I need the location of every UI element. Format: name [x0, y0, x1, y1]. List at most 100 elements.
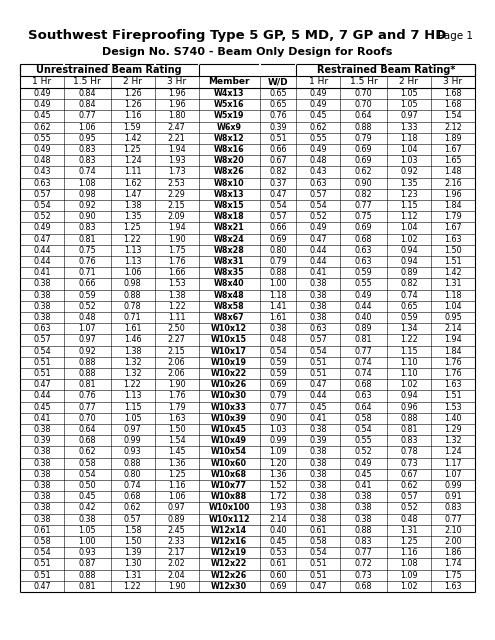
Text: 1.02: 1.02: [400, 235, 418, 244]
Text: 0.52: 0.52: [355, 447, 373, 456]
Text: 1.25: 1.25: [124, 145, 142, 154]
Text: 0.43: 0.43: [33, 168, 51, 177]
Text: 2.10: 2.10: [444, 526, 462, 535]
Text: 0.66: 0.66: [269, 223, 287, 232]
Text: W12x14: W12x14: [211, 526, 247, 535]
Text: 0.41: 0.41: [33, 414, 51, 423]
Text: Design No. S740 - Beam Only Design for Roofs: Design No. S740 - Beam Only Design for R…: [102, 47, 392, 57]
Text: 1.04: 1.04: [444, 302, 462, 311]
Text: 0.38: 0.38: [33, 492, 51, 501]
Text: 0.38: 0.38: [269, 324, 287, 333]
Text: 1.61: 1.61: [124, 324, 141, 333]
Text: 1.04: 1.04: [400, 223, 418, 232]
Text: 0.91: 0.91: [444, 492, 462, 501]
Text: W10x88: W10x88: [211, 492, 248, 501]
Text: 0.69: 0.69: [355, 156, 373, 165]
Text: 1.63: 1.63: [444, 235, 462, 244]
Text: 0.94: 0.94: [400, 257, 418, 266]
Text: 0.49: 0.49: [33, 145, 51, 154]
Text: 1.31: 1.31: [400, 526, 418, 535]
Text: 1 Hr: 1 Hr: [33, 77, 51, 86]
Text: 1.32: 1.32: [124, 369, 142, 378]
Text: 1.5 Hr: 1.5 Hr: [73, 77, 101, 86]
Text: 0.82: 0.82: [400, 280, 418, 289]
Text: 1.65: 1.65: [444, 156, 462, 165]
Text: 0.44: 0.44: [310, 246, 327, 255]
Text: W8x26: W8x26: [214, 168, 245, 177]
Text: 0.68: 0.68: [355, 235, 372, 244]
Text: 0.55: 0.55: [33, 134, 51, 143]
Text: 1.84: 1.84: [444, 347, 462, 356]
Text: 0.69: 0.69: [269, 380, 287, 389]
Text: 0.95: 0.95: [78, 134, 96, 143]
Text: 1.58: 1.58: [124, 526, 142, 535]
Text: 0.77: 0.77: [355, 347, 373, 356]
Text: 0.62: 0.62: [79, 447, 96, 456]
Text: 1.13: 1.13: [124, 257, 141, 266]
Text: W12x30: W12x30: [211, 582, 247, 591]
Text: 1.76: 1.76: [168, 257, 185, 266]
Text: 1.35: 1.35: [400, 179, 418, 188]
Text: 0.58: 0.58: [79, 459, 96, 468]
Text: 2.27: 2.27: [168, 335, 186, 344]
Text: 3 Hr: 3 Hr: [167, 77, 186, 86]
Text: 1.29: 1.29: [444, 425, 462, 434]
Text: 1.26: 1.26: [124, 100, 142, 109]
Text: 0.38: 0.38: [355, 492, 372, 501]
Text: 0.90: 0.90: [79, 212, 96, 221]
Text: 0.62: 0.62: [400, 481, 418, 490]
Text: W10x77: W10x77: [211, 481, 247, 490]
Text: 1.66: 1.66: [168, 268, 185, 277]
Text: 0.54: 0.54: [355, 425, 373, 434]
Text: 1.54: 1.54: [444, 111, 462, 120]
Text: 0.81: 0.81: [79, 235, 96, 244]
Text: W10x39: W10x39: [211, 414, 247, 423]
Text: W10x15: W10x15: [211, 335, 247, 344]
Text: 0.55: 0.55: [355, 436, 373, 445]
Text: 0.38: 0.38: [310, 504, 327, 513]
Text: 0.45: 0.45: [310, 403, 327, 412]
Text: 0.48: 0.48: [400, 515, 418, 524]
Text: 0.41: 0.41: [310, 268, 327, 277]
Text: 1.63: 1.63: [168, 414, 185, 423]
Text: 0.58: 0.58: [33, 537, 51, 546]
Text: 1.09: 1.09: [269, 447, 287, 456]
Text: 0.92: 0.92: [78, 201, 96, 210]
Text: 0.38: 0.38: [355, 504, 372, 513]
Text: 0.57: 0.57: [33, 190, 51, 199]
Text: 0.52: 0.52: [78, 302, 96, 311]
Text: 1.00: 1.00: [269, 280, 287, 289]
Text: W8x48: W8x48: [214, 291, 245, 300]
Text: 0.94: 0.94: [400, 246, 418, 255]
Text: 0.79: 0.79: [269, 257, 287, 266]
Text: W8x18: W8x18: [214, 212, 245, 221]
Text: 0.41: 0.41: [310, 414, 327, 423]
Text: 0.63: 0.63: [33, 324, 51, 333]
Text: 1.15: 1.15: [400, 201, 418, 210]
Text: 1.16: 1.16: [400, 548, 418, 557]
Text: 1.51: 1.51: [444, 257, 462, 266]
Text: 0.69: 0.69: [269, 582, 287, 591]
Text: 0.71: 0.71: [124, 313, 142, 322]
Text: 0.44: 0.44: [33, 246, 51, 255]
Text: 0.47: 0.47: [269, 190, 287, 199]
Text: 1.36: 1.36: [269, 470, 287, 479]
Text: 2.15: 2.15: [168, 347, 186, 356]
Text: 1.42: 1.42: [444, 268, 462, 277]
Text: 2.33: 2.33: [168, 537, 185, 546]
Text: 0.98: 0.98: [124, 280, 142, 289]
Text: 0.77: 0.77: [355, 548, 373, 557]
Text: W6x9: W6x9: [217, 123, 242, 132]
Text: 0.70: 0.70: [355, 89, 373, 98]
Text: 1.45: 1.45: [168, 447, 185, 456]
Text: 0.38: 0.38: [310, 313, 327, 322]
Text: W8x10: W8x10: [214, 179, 245, 188]
Text: 0.67: 0.67: [269, 156, 287, 165]
Text: 2.16: 2.16: [444, 179, 462, 188]
Text: 0.63: 0.63: [310, 179, 327, 188]
Text: 0.68: 0.68: [79, 436, 96, 445]
Text: 0.41: 0.41: [33, 268, 51, 277]
Text: 2 Hr: 2 Hr: [123, 77, 142, 86]
Text: 0.97: 0.97: [78, 335, 96, 344]
Text: 0.61: 0.61: [269, 559, 287, 568]
